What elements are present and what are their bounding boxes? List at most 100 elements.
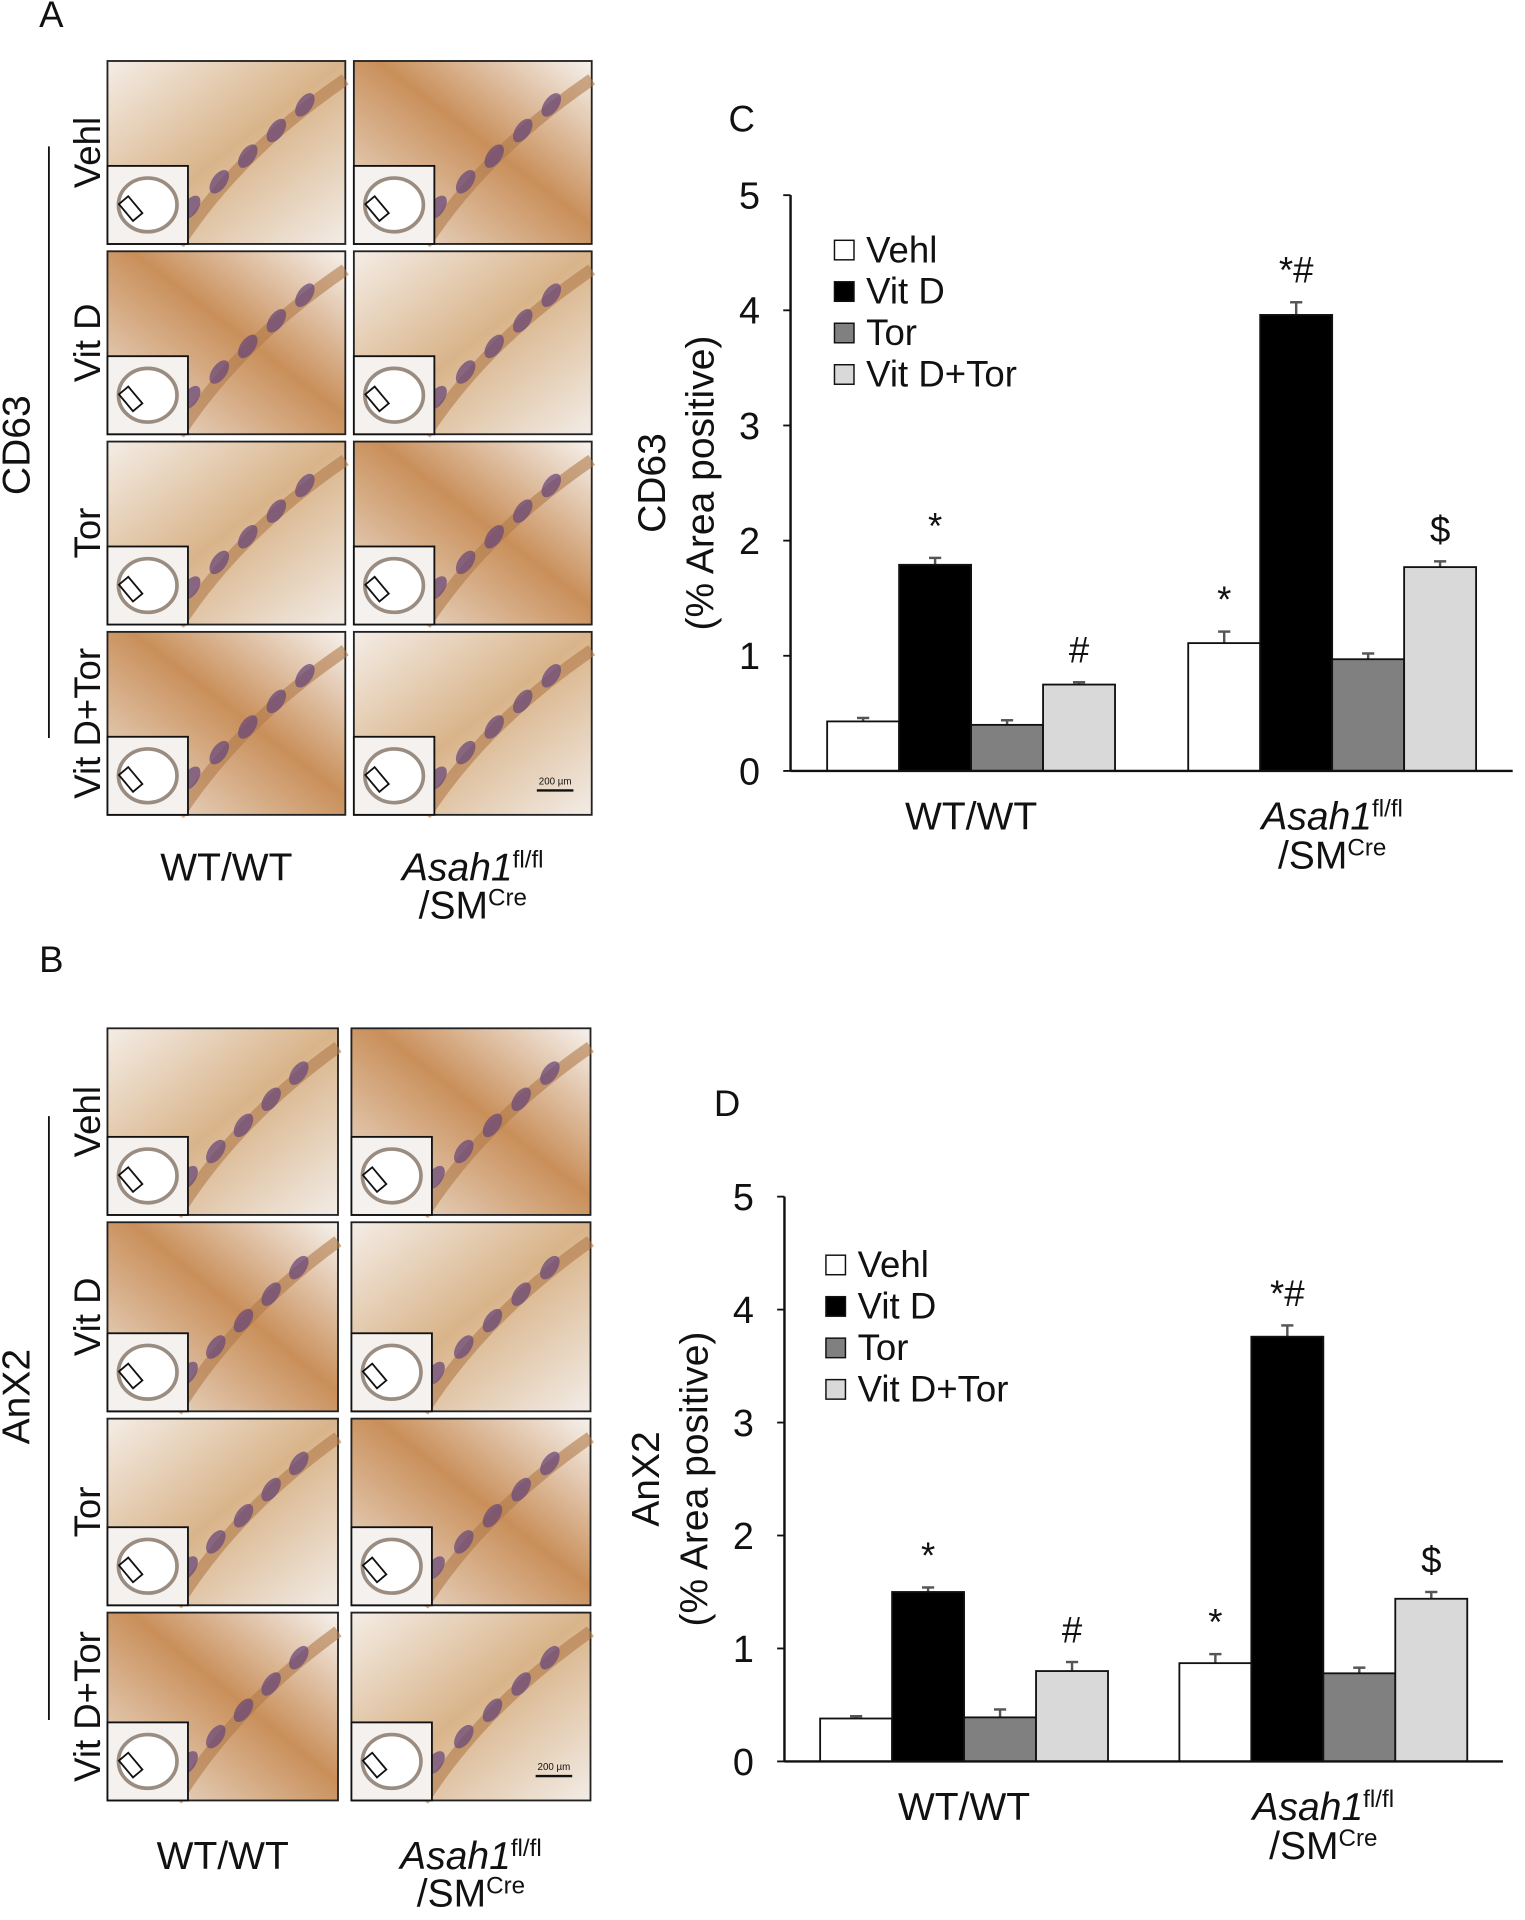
legend-label: Tor bbox=[858, 1327, 909, 1368]
axis-category-label: /SMCre bbox=[1278, 834, 1386, 877]
nucleus bbox=[482, 1503, 503, 1528]
inset-box bbox=[364, 194, 391, 223]
significance-mark: *# bbox=[1279, 250, 1314, 291]
legend-swatch bbox=[833, 322, 855, 344]
nucleus bbox=[206, 1724, 226, 1749]
label-part: Cre bbox=[486, 1872, 525, 1899]
nucleus bbox=[455, 550, 476, 575]
nucleus bbox=[511, 1477, 531, 1502]
row-label: Vit D bbox=[67, 303, 108, 382]
nucleus bbox=[295, 664, 315, 688]
bar bbox=[1250, 1335, 1325, 1763]
inset-vessel bbox=[360, 1147, 423, 1205]
nucleus bbox=[512, 118, 533, 143]
label-part: WT/WT bbox=[157, 1835, 289, 1878]
nucleus bbox=[266, 499, 287, 523]
bar bbox=[819, 1717, 894, 1763]
axis-category-label: WT/WT bbox=[157, 1835, 289, 1878]
nucleus bbox=[454, 1335, 474, 1359]
inset-box bbox=[117, 194, 144, 223]
legend-swatch bbox=[833, 363, 855, 385]
nucleus bbox=[454, 1724, 474, 1749]
y-axis-label: (% Area positive) bbox=[680, 336, 723, 631]
significance-mark: * bbox=[921, 1535, 935, 1576]
inset-vessel bbox=[116, 1147, 179, 1205]
nucleus bbox=[238, 144, 258, 168]
significance-mark: * bbox=[928, 505, 942, 546]
nucleus bbox=[455, 360, 476, 384]
axis-category-label: Asah1fl/fl bbox=[398, 1835, 542, 1878]
inset-box bbox=[117, 765, 144, 794]
y-axis-label: CD63 bbox=[631, 433, 674, 533]
nucleus bbox=[238, 334, 258, 359]
panel-letter: B bbox=[39, 939, 63, 980]
inset-vessel bbox=[116, 1343, 179, 1401]
label-part: Asah1 bbox=[398, 1835, 511, 1878]
row-label: Vehl bbox=[67, 117, 108, 188]
inset-box bbox=[117, 1165, 144, 1194]
axis-category-label: WT/WT bbox=[160, 847, 292, 890]
label-part: fl/fl bbox=[511, 1835, 542, 1862]
bar bbox=[891, 1591, 965, 1763]
inset-box bbox=[117, 575, 144, 603]
nucleus bbox=[261, 1672, 281, 1696]
nucleus bbox=[209, 360, 230, 384]
stain-label: AnX2 bbox=[0, 1349, 38, 1444]
label-part: Cre bbox=[1347, 834, 1386, 861]
label-part: fl/fl bbox=[513, 847, 544, 874]
label-part: Cre bbox=[488, 884, 527, 911]
nucleus bbox=[541, 664, 562, 688]
nucleus bbox=[233, 1113, 254, 1138]
inset-vessel bbox=[363, 747, 426, 805]
row-label: Vehl bbox=[67, 1086, 108, 1157]
nucleus bbox=[261, 1282, 281, 1306]
legend-swatch bbox=[825, 1378, 847, 1400]
nucleus bbox=[541, 473, 562, 498]
nucleus bbox=[540, 1451, 560, 1476]
y-tick-label: 4 bbox=[733, 1290, 754, 1332]
bar bbox=[898, 563, 973, 772]
nucleus bbox=[238, 524, 258, 549]
nucleus bbox=[209, 550, 230, 575]
inset-box bbox=[117, 1362, 144, 1390]
row-label: Vit D+Tor bbox=[67, 648, 108, 799]
y-tick-label: 0 bbox=[733, 1742, 754, 1784]
nucleus bbox=[295, 93, 315, 117]
nucleus bbox=[295, 473, 315, 498]
nucleus bbox=[540, 1255, 560, 1280]
y-tick-label: 0 bbox=[739, 751, 760, 793]
y-tick-label: 5 bbox=[739, 176, 760, 218]
legend-label: Vehl bbox=[858, 1244, 929, 1285]
panel-letter: A bbox=[39, 0, 64, 35]
nucleus bbox=[261, 1087, 281, 1111]
axis-category-label: /SMCre bbox=[1269, 1825, 1377, 1868]
label-part: WT/WT bbox=[160, 847, 292, 890]
inset-vessel bbox=[116, 1732, 179, 1791]
legend-swatch bbox=[825, 1295, 847, 1317]
y-axis-label: (% Area positive) bbox=[674, 1332, 717, 1627]
bar bbox=[1322, 1672, 1397, 1763]
nucleus bbox=[455, 169, 476, 194]
nucleus bbox=[482, 1698, 503, 1723]
nucleus bbox=[295, 283, 315, 307]
significance-mark: # bbox=[1062, 1610, 1083, 1651]
inset-box bbox=[361, 1751, 388, 1779]
bar bbox=[1394, 1597, 1469, 1763]
bar bbox=[1042, 683, 1116, 772]
bar bbox=[1035, 1670, 1109, 1763]
axis-category-label: Asah1fl/fl bbox=[1259, 795, 1403, 838]
nucleus bbox=[455, 740, 476, 765]
label-part: /SM bbox=[1278, 835, 1347, 878]
legend-swatch bbox=[825, 1337, 847, 1359]
y-tick-label: 4 bbox=[739, 291, 760, 333]
bar bbox=[826, 720, 901, 772]
row-label: Tor bbox=[67, 508, 108, 559]
nucleus bbox=[454, 1530, 474, 1554]
nucleus bbox=[484, 334, 504, 359]
legend-label: Vit D+Tor bbox=[858, 1369, 1009, 1410]
inset-vessel bbox=[360, 1537, 423, 1595]
inset-box bbox=[364, 575, 391, 603]
significance-mark: $ bbox=[1421, 1539, 1441, 1580]
nucleus bbox=[289, 1061, 309, 1085]
